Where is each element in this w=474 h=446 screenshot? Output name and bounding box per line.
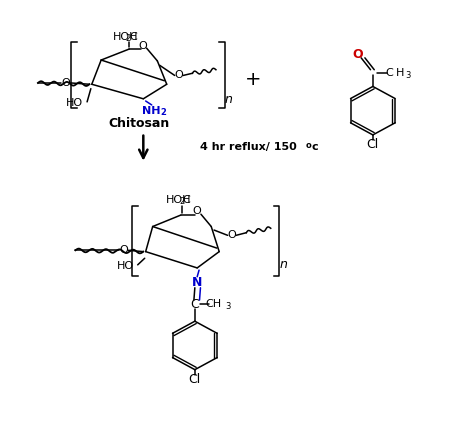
- Text: +: +: [245, 70, 262, 89]
- Text: 3: 3: [225, 302, 231, 311]
- Text: 3: 3: [406, 70, 411, 79]
- Text: Chitosan: Chitosan: [108, 117, 169, 130]
- Text: HO: HO: [66, 98, 83, 108]
- Text: 2: 2: [179, 197, 184, 206]
- Text: NH: NH: [143, 106, 161, 116]
- Text: Cl: Cl: [367, 138, 379, 151]
- Text: O: O: [138, 41, 147, 50]
- Text: C: C: [191, 298, 199, 311]
- Text: O: O: [174, 70, 183, 80]
- Text: n: n: [280, 258, 288, 271]
- Text: H: H: [396, 68, 404, 78]
- Text: C: C: [385, 68, 393, 78]
- Text: O: O: [192, 206, 201, 216]
- Text: HO: HO: [117, 261, 134, 271]
- Text: c: c: [312, 142, 319, 152]
- Text: N: N: [192, 276, 202, 289]
- Text: HOH: HOH: [113, 32, 138, 42]
- Text: Cl: Cl: [189, 373, 201, 386]
- Text: 2: 2: [161, 107, 166, 116]
- Text: 4 hr reflux/ 150: 4 hr reflux/ 150: [200, 142, 296, 152]
- Text: O: O: [227, 230, 236, 240]
- Text: O: O: [119, 245, 128, 255]
- Text: O: O: [353, 48, 363, 61]
- Text: CH: CH: [206, 299, 222, 310]
- Text: o: o: [305, 141, 311, 150]
- Text: O: O: [62, 78, 71, 88]
- Text: 2: 2: [126, 34, 131, 43]
- Text: HOH: HOH: [166, 195, 191, 205]
- Text: C: C: [129, 32, 137, 42]
- Text: n: n: [225, 93, 233, 106]
- Text: C: C: [182, 195, 190, 205]
